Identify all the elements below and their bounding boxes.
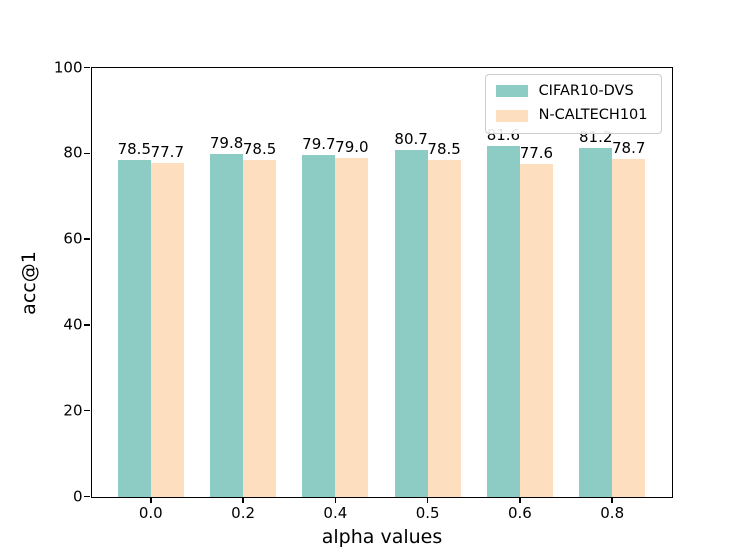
x-axis-tick	[242, 496, 244, 503]
y-tick-label: 60	[63, 229, 83, 248]
legend-row: N-CALTECH101	[495, 107, 648, 124]
bar-value-label: 78.5	[427, 139, 461, 158]
y-tick-label: 100	[53, 58, 83, 76]
y-tick-label: 40	[63, 315, 83, 334]
legend-label: CIFAR10-DVS	[538, 82, 634, 99]
x-axis-tick	[150, 496, 152, 503]
bar-value-label: 79.8	[209, 134, 244, 153]
bar-value-label: 79.0	[335, 137, 369, 156]
bar-value-label: 78.5	[242, 139, 277, 158]
bar-value-label: 80.7	[394, 130, 428, 149]
legend-label: N-CALTECH101	[538, 107, 648, 124]
y-axis-tick	[83, 238, 90, 240]
y-axis-tick	[83, 324, 90, 326]
bar-CIFAR10-DVS	[302, 154, 336, 497]
bar-N-CALTECH101	[243, 159, 277, 497]
x-tick-label: 0.2	[231, 503, 256, 522]
y-axis-tick	[83, 495, 90, 498]
y-tick-label: 0	[72, 487, 83, 505]
legend: CIFAR10-DVS N-CALTECH101	[484, 73, 662, 135]
bar-CIFAR10-DVS	[394, 150, 428, 497]
bar-N-CALTECH101	[427, 159, 461, 497]
bar-N-CALTECH101	[612, 158, 646, 497]
bar-CIFAR10-DVS	[579, 148, 613, 497]
y-tick-label: 20	[63, 401, 83, 420]
bar-CIFAR10-DVS	[210, 154, 244, 497]
x-tick-label: 0.5	[415, 503, 440, 522]
y-axis-tick	[83, 66, 90, 69]
bar-value-label: 78.5	[117, 139, 151, 158]
plot-area: 0 20 40 60 80 100 0.0 78.5 77.7 0.2 79.8 78.5 0.4 79.…	[54, 60, 673, 520]
y-tick-label: 80	[63, 143, 83, 162]
legend-swatch-icon	[495, 110, 528, 123]
y-axis-tick	[83, 409, 90, 412]
y-axis-label: acc@1	[18, 251, 40, 315]
legend-row: CIFAR10-DVS	[495, 82, 648, 100]
x-tick-label: 0.0	[138, 503, 163, 522]
bar-N-CALTECH101	[335, 157, 369, 497]
x-tick-label: 0.8	[600, 503, 625, 522]
bar-value-label: 79.7	[302, 134, 336, 153]
bar-CIFAR10-DVS	[486, 146, 520, 497]
bar-N-CALTECH101	[519, 163, 553, 497]
bar-value-label: 77.7	[150, 143, 184, 162]
bar-value-label: 77.6	[519, 143, 554, 162]
bar-value-label: 78.7	[611, 138, 646, 157]
x-axis-tick	[611, 496, 613, 503]
x-axis-tick	[334, 496, 337, 503]
x-axis-tick	[426, 496, 429, 503]
x-axis-tick	[519, 496, 521, 503]
x-tick-label: 0.6	[507, 503, 532, 522]
x-axis-label: alpha values	[321, 526, 443, 548]
legend-swatch-icon	[495, 85, 528, 98]
bar-CIFAR10-DVS	[117, 159, 151, 497]
y-axis-tick	[83, 152, 90, 155]
x-tick-label: 0.4	[323, 503, 348, 522]
bar-N-CALTECH101	[150, 163, 184, 497]
